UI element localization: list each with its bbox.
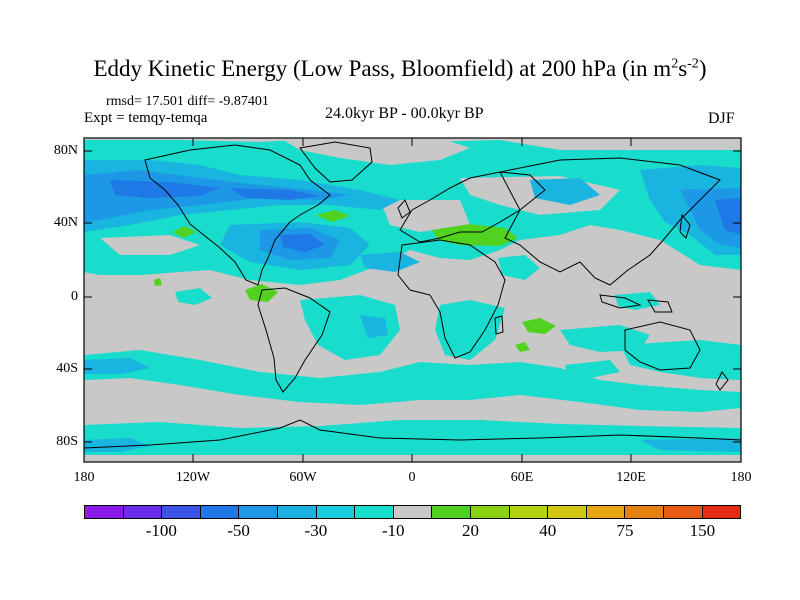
season-label: DJF <box>708 110 735 127</box>
colorbar-label: -100 <box>145 521 177 540</box>
colorbar-box <box>277 506 317 518</box>
colorbar-box <box>702 506 741 518</box>
colorbar-box <box>586 506 626 518</box>
x-tick-label: 60W <box>289 470 317 485</box>
colorbar-box <box>123 506 163 518</box>
colorbar-box <box>355 506 394 518</box>
colorbar-label: 150 <box>689 521 716 540</box>
x-tick-label: 180 <box>730 470 752 485</box>
y-tick-label: 40S <box>56 361 78 376</box>
colorbar-label: 75 <box>616 521 634 540</box>
x-tick-label: 180 <box>73 470 95 485</box>
contour-antarctic-band <box>84 420 741 462</box>
y-tick-label: 80N <box>53 143 78 158</box>
colorbar-label: -50 <box>227 521 250 540</box>
y-tick-label: 40N <box>53 215 78 230</box>
x-tick-label: 0 <box>408 470 416 485</box>
period-label: 24.0kyr BP - 00.0kyr BP <box>325 105 484 122</box>
y-tick-label: 80S <box>56 434 78 449</box>
colorbar-label: 40 <box>539 521 557 540</box>
colorbar-box <box>85 506 124 518</box>
axis-ticks <box>84 138 741 462</box>
x-tick-label: 60E <box>510 470 534 485</box>
x-tick-label: 120W <box>175 470 211 485</box>
colorbar-box <box>162 506 201 518</box>
colorbar <box>84 505 741 519</box>
x-tick-label: 120E <box>616 470 646 485</box>
contour-mediterranean-green <box>432 224 518 246</box>
colorbar-box <box>625 506 664 518</box>
colorbar-box <box>239 506 278 518</box>
colorbar-box <box>509 506 549 518</box>
coastlines <box>84 141 741 449</box>
experiment-label: Expt = temqy-temqa <box>84 110 208 126</box>
plot-title: Eddy Kinetic Energy (Low Pass, Bloomfiel… <box>93 56 707 81</box>
colorbar-box <box>316 506 356 518</box>
contour-sh-band <box>84 350 741 412</box>
colorbar-box <box>200 506 240 518</box>
colorbar-box <box>470 506 510 518</box>
colorbar-box <box>393 506 433 518</box>
y-tick-label: 0 <box>71 289 78 304</box>
stats-label: rmsd= 17.501 diff= -9.87401 <box>106 94 269 109</box>
colorbar-box <box>548 506 587 518</box>
colorbar-label: -10 <box>381 521 405 540</box>
colorbar-label: 20 <box>461 521 479 540</box>
colorbar-label: -30 <box>304 521 328 540</box>
colorbar-box <box>432 506 471 518</box>
colorbar-box <box>663 506 703 518</box>
